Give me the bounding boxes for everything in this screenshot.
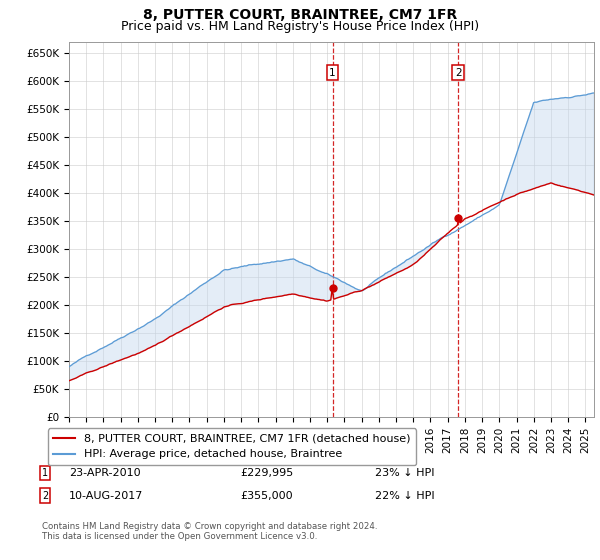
Text: 22% ↓ HPI: 22% ↓ HPI xyxy=(375,491,434,501)
Text: 8, PUTTER COURT, BRAINTREE, CM7 1FR: 8, PUTTER COURT, BRAINTREE, CM7 1FR xyxy=(143,8,457,22)
Legend: 8, PUTTER COURT, BRAINTREE, CM7 1FR (detached house), HPI: Average price, detach: 8, PUTTER COURT, BRAINTREE, CM7 1FR (det… xyxy=(47,428,416,465)
Text: Price paid vs. HM Land Registry's House Price Index (HPI): Price paid vs. HM Land Registry's House … xyxy=(121,20,479,32)
Text: £355,000: £355,000 xyxy=(240,491,293,501)
Text: 23-APR-2010: 23-APR-2010 xyxy=(69,468,140,478)
Text: 1: 1 xyxy=(42,468,48,478)
Text: 2: 2 xyxy=(455,68,461,78)
Text: 23% ↓ HPI: 23% ↓ HPI xyxy=(375,468,434,478)
Text: Contains HM Land Registry data © Crown copyright and database right 2024.
This d: Contains HM Land Registry data © Crown c… xyxy=(42,522,377,542)
Text: 2: 2 xyxy=(42,491,48,501)
Text: 1: 1 xyxy=(329,68,336,78)
Text: £229,995: £229,995 xyxy=(240,468,293,478)
Text: 10-AUG-2017: 10-AUG-2017 xyxy=(69,491,143,501)
